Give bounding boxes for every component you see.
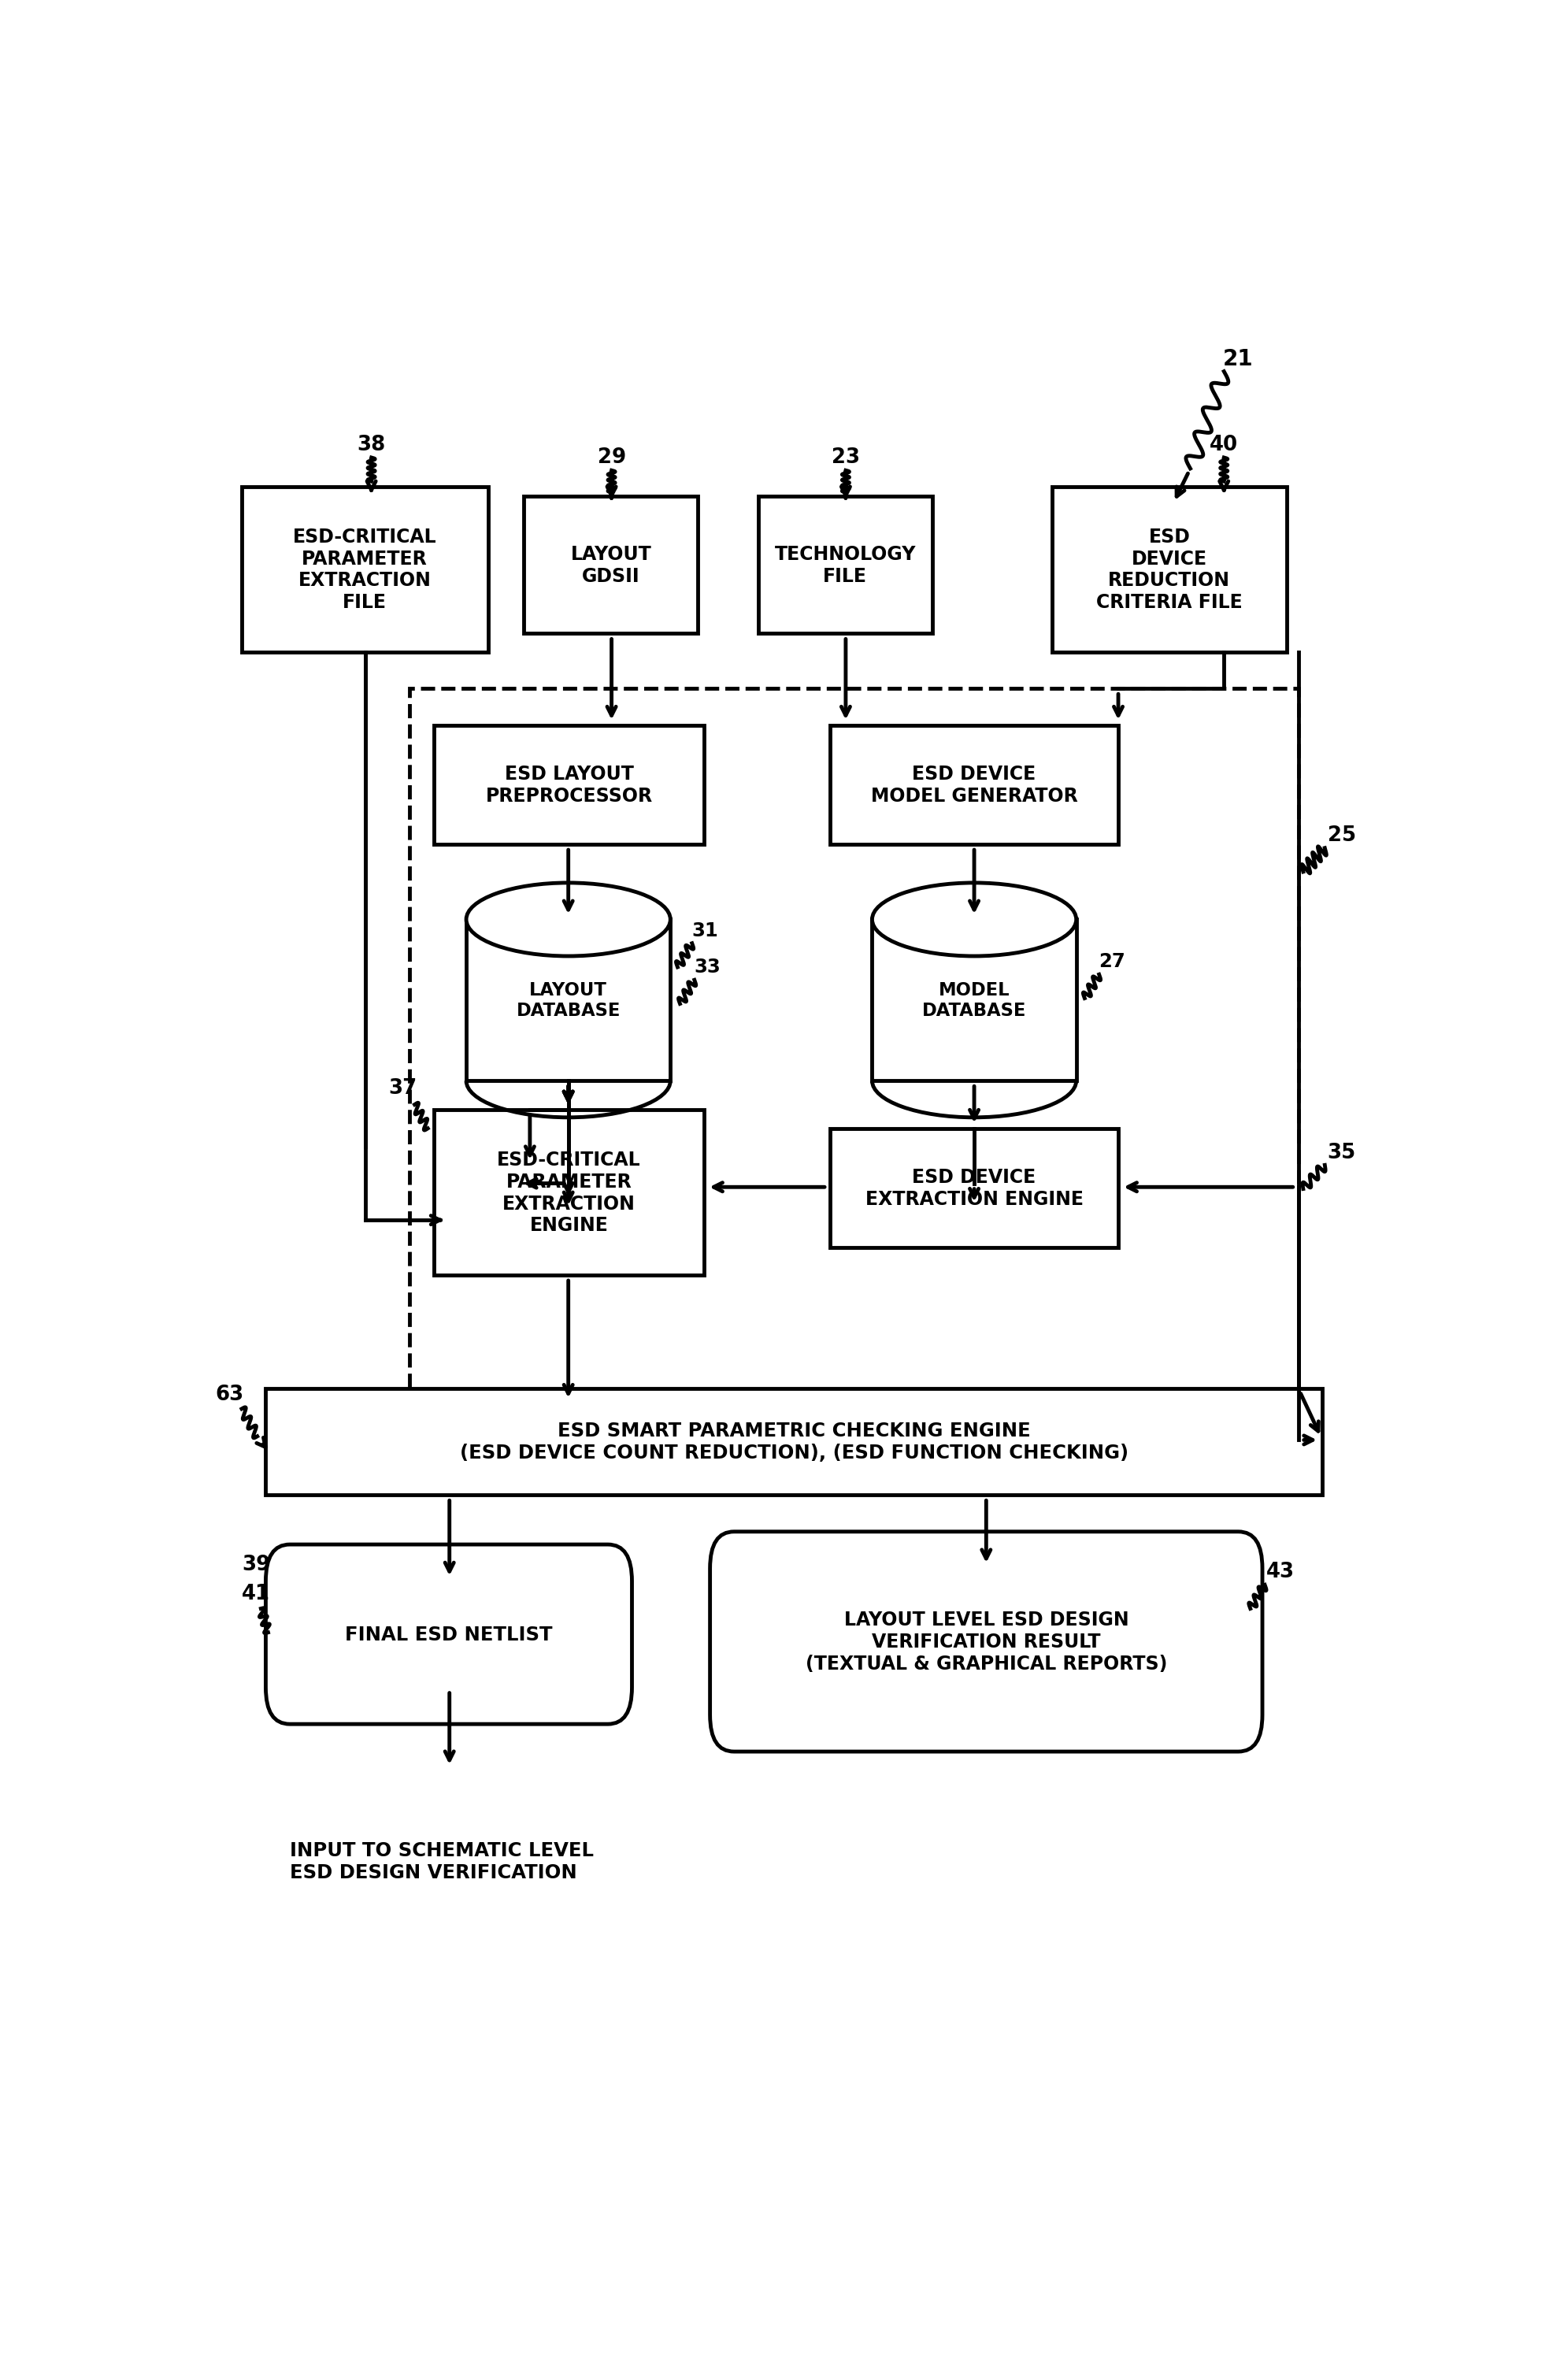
Text: 23: 23	[832, 447, 860, 469]
Text: 29: 29	[598, 447, 626, 469]
Text: ESD DEVICE
EXTRACTION ENGINE: ESD DEVICE EXTRACTION ENGINE	[864, 1169, 1083, 1209]
Text: ESD LAYOUT
PREPROCESSOR: ESD LAYOUT PREPROCESSOR	[485, 764, 652, 804]
FancyBboxPatch shape	[830, 1128, 1118, 1247]
Text: 21: 21	[1222, 347, 1253, 369]
Text: LAYOUT
GDSII: LAYOUT GDSII	[570, 545, 651, 585]
Text: 33: 33	[694, 957, 720, 976]
Text: FINAL ESD NETLIST: FINAL ESD NETLIST	[345, 1626, 553, 1645]
Text: 27: 27	[1098, 952, 1125, 971]
FancyBboxPatch shape	[830, 726, 1118, 845]
FancyBboxPatch shape	[709, 1533, 1262, 1752]
FancyBboxPatch shape	[242, 488, 488, 652]
Text: 39: 39	[242, 1554, 271, 1576]
FancyBboxPatch shape	[466, 919, 671, 1081]
FancyBboxPatch shape	[266, 1545, 632, 1723]
Text: 63: 63	[215, 1385, 243, 1404]
Text: ESD-CRITICAL
PARAMETER
EXTRACTION
ENGINE: ESD-CRITICAL PARAMETER EXTRACTION ENGINE	[497, 1150, 641, 1235]
Text: LAYOUT LEVEL ESD DESIGN
VERIFICATION RESULT
(TEXTUAL & GRAPHICAL REPORTS): LAYOUT LEVEL ESD DESIGN VERIFICATION RES…	[805, 1611, 1166, 1673]
Text: TECHNOLOGY
FILE: TECHNOLOGY FILE	[774, 545, 915, 585]
Text: 31: 31	[692, 921, 719, 940]
Text: 41: 41	[242, 1583, 270, 1604]
Text: 43: 43	[1266, 1561, 1295, 1583]
FancyBboxPatch shape	[1052, 488, 1286, 652]
Text: INPUT TO SCHEMATIC LEVEL
ESD DESIGN VERIFICATION: INPUT TO SCHEMATIC LEVEL ESD DESIGN VERI…	[290, 1842, 593, 1883]
Text: 25: 25	[1327, 826, 1355, 845]
Text: 37: 37	[389, 1078, 417, 1100]
Text: MODEL
DATABASE: MODEL DATABASE	[922, 981, 1025, 1021]
Text: ESD
DEVICE
REDUCTION
CRITERIA FILE: ESD DEVICE REDUCTION CRITERIA FILE	[1095, 528, 1242, 612]
FancyBboxPatch shape	[524, 497, 697, 633]
Ellipse shape	[872, 883, 1077, 957]
FancyBboxPatch shape	[872, 919, 1077, 1081]
Ellipse shape	[466, 883, 671, 957]
FancyBboxPatch shape	[266, 1390, 1321, 1495]
Text: ESD-CRITICAL
PARAMETER
EXTRACTION
FILE: ESD-CRITICAL PARAMETER EXTRACTION FILE	[293, 528, 437, 612]
FancyBboxPatch shape	[434, 726, 703, 845]
Text: ESD DEVICE
MODEL GENERATOR: ESD DEVICE MODEL GENERATOR	[871, 764, 1078, 804]
FancyBboxPatch shape	[434, 1109, 703, 1276]
FancyBboxPatch shape	[757, 497, 932, 633]
Text: LAYOUT
DATABASE: LAYOUT DATABASE	[516, 981, 620, 1021]
Text: ESD SMART PARAMETRIC CHECKING ENGINE
(ESD DEVICE COUNT REDUCTION), (ESD FUNCTION: ESD SMART PARAMETRIC CHECKING ENGINE (ES…	[460, 1421, 1128, 1461]
Text: 38: 38	[356, 436, 386, 455]
Text: 35: 35	[1327, 1142, 1355, 1164]
Text: 40: 40	[1210, 436, 1238, 455]
